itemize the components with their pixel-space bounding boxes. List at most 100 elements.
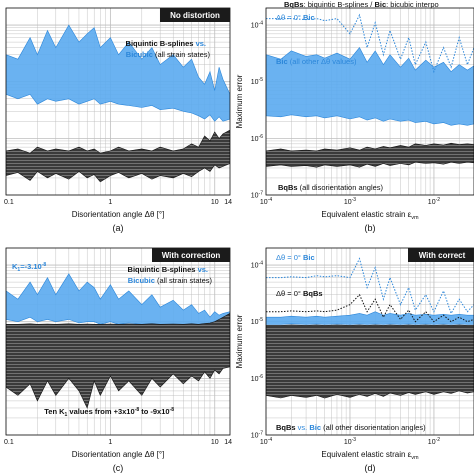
series-group	[266, 257, 474, 399]
series-band-blue	[6, 273, 230, 327]
panel-label: (c)	[113, 463, 124, 473]
x-tick-label-exp: -2	[436, 437, 441, 443]
annotation-2-part-1: vs.	[198, 265, 208, 274]
y-tick-label: 10-5	[251, 317, 263, 326]
x-tick-label-base: 10	[260, 439, 268, 446]
x-axis-label-main: Disorientation angle Δθ [°]	[72, 450, 165, 459]
panel-c: 0.1 1 10 14 Disorientation angle Δθ [°] (c) Wi…	[4, 247, 232, 473]
y-tick-label-base: 10	[251, 319, 259, 326]
annotation-1: Δθ = 0° Bic	[276, 253, 315, 262]
annotation-2-part-1: (all other Δθ values)	[288, 57, 357, 66]
series-band-dark	[266, 324, 474, 399]
x-tick-label: 10-3	[344, 197, 356, 206]
x-tick-label: 10-2	[428, 197, 440, 206]
x-axis-label: Disorientation angle Δθ [°]	[72, 210, 165, 219]
y-tick-label-exp: -5	[259, 317, 264, 323]
x-tick-label: 10-4	[260, 197, 272, 206]
series-group	[266, 13, 474, 168]
series-line-dotted	[266, 257, 474, 315]
series-line-dotted	[266, 293, 474, 323]
annotation-1-part-1: 1	[17, 267, 20, 273]
x-axis-label-sub: vm	[411, 215, 419, 221]
x-tick-label: 1	[108, 439, 112, 446]
series-band-dark	[6, 313, 230, 409]
y-tick-label-base: 10	[251, 193, 259, 200]
x-axis-label: Equivalent elastic strain εvm	[321, 450, 419, 461]
plot-frame	[265, 7, 474, 196]
annotation-3-part-1: (all strain states)	[155, 276, 213, 285]
y-tick-label-base: 10	[251, 376, 259, 383]
x-tick-label: 10-3	[344, 437, 356, 446]
y-tick-label: 10-7	[251, 431, 263, 440]
x-tick-label: 14	[224, 439, 232, 446]
x-tick-label-exp: -3	[352, 197, 357, 203]
y-tick-label-exp: -6	[259, 374, 264, 380]
x-tick-label: 1	[108, 199, 112, 206]
x-tick-label: 10-4	[260, 437, 272, 446]
y-tick-label-exp: -6	[259, 134, 264, 140]
y-tick-label: 10-5	[251, 77, 263, 86]
annotation-2: Δθ = 0° BqBs	[276, 289, 323, 298]
panel-label: (d)	[365, 463, 376, 473]
x-tick-label-base: 10	[344, 439, 352, 446]
annotation-2-part-0: Biquintic B-splines	[128, 265, 198, 274]
x-tick-label-base: 10	[428, 439, 436, 446]
series-band-blue	[266, 47, 474, 126]
y-axis-label: Maximum error	[235, 74, 244, 128]
x-axis-label-main: Equivalent elastic strain ε	[321, 450, 411, 459]
x-axis-label: Disorientation angle Δθ [°]	[72, 450, 165, 459]
panel-label: (a)	[113, 223, 124, 233]
header-text-part-2: Bic	[374, 0, 386, 9]
annotation-2-part-1: (all strain states)	[153, 50, 211, 59]
annotation-3-part-0: BqBs	[278, 183, 298, 192]
header-box-text: With correct	[419, 251, 466, 260]
annotation-1-part-3: -8	[42, 262, 47, 268]
x-tick-label-exp: -3	[352, 437, 357, 443]
y-tick-label: 10-6	[251, 134, 263, 143]
y-tick-label-base: 10	[251, 263, 259, 270]
annotation-3-part-2: Bic	[309, 423, 321, 432]
panel-a: 0.1 1 10 14 Disorientation angle Δθ [°] (a) No…	[4, 7, 232, 233]
y-tick-label-exp: -4	[259, 21, 264, 27]
annotation-1-part-0: K	[12, 262, 18, 271]
x-axis-label-sub: vm	[411, 455, 419, 461]
y-tick-label-exp: -7	[259, 191, 264, 197]
annotation-3-part-0: Bicubic	[128, 276, 155, 285]
x-tick-label: 10	[211, 199, 219, 206]
annotation-3-part-1: vs.	[296, 423, 310, 432]
plot-frame	[5, 7, 231, 196]
header-text-part-0: BqBs	[284, 0, 304, 9]
y-tick-label-base: 10	[251, 136, 259, 143]
header-box	[160, 8, 230, 22]
header-box-text: With correction	[162, 251, 221, 260]
y-tick-label: 10-6	[251, 374, 263, 383]
x-tick-label: 10-2	[428, 437, 440, 446]
annotation-2: Bicubic (all strain states)	[126, 50, 211, 59]
annotation-2-part-1: BqBs	[303, 289, 323, 298]
series-line-dotted	[266, 13, 474, 74]
header-box	[152, 248, 230, 262]
header-box-text: No distortion	[170, 11, 220, 20]
annotation-2-part-0: Δθ = 0°	[276, 289, 303, 298]
annotation-4-part-0: Ten K	[44, 407, 65, 416]
x-tick-label: 10	[211, 439, 219, 446]
series-band-blue	[6, 24, 230, 122]
y-tick-label: 10-4	[251, 21, 263, 30]
annotation-1-part-1: vs.	[196, 39, 206, 48]
series-group	[6, 24, 230, 183]
annotation-1-part-1: Bic	[303, 253, 315, 262]
header-text-part-3: : bicubic interpo	[386, 0, 439, 9]
annotation-1-part-0: Biquintic B-splines	[126, 39, 196, 48]
annotation-1: Biquintic B-splines vs.	[126, 39, 206, 48]
series-band-dark	[266, 142, 474, 168]
x-axis-label: Equivalent elastic strain εvm	[321, 210, 419, 221]
annotation-2: Bic (all other Δθ values)	[276, 57, 357, 66]
annotation-2: Biquintic B-splines vs.	[128, 265, 208, 274]
y-tick-label-exp: -4	[259, 261, 264, 267]
x-tick-label: 0.1	[4, 439, 14, 446]
header-box	[408, 248, 474, 262]
x-tick-label-base: 10	[428, 199, 436, 206]
